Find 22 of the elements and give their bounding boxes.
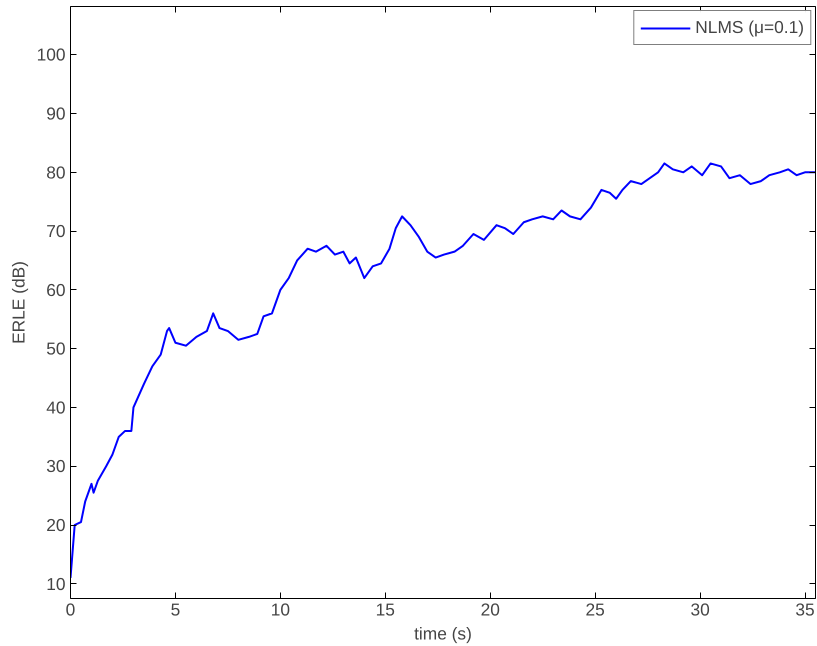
y-tick-label: 30 [46,456,66,476]
y-tick-label: 70 [46,221,66,242]
legend-label: NLMS (μ=0.1) [695,17,804,38]
x-tick-label: 15 [376,600,395,620]
x-axis-title: time (s) [414,624,472,644]
y-tick-label: 50 [46,338,66,359]
y-tick-label: 20 [46,515,66,536]
x-tick-label: 25 [586,600,605,620]
x-tick-label: 5 [170,600,180,620]
x-tick-label: 0 [66,600,76,620]
y-axis-title: ERLE (dB) [8,261,29,344]
y-tick-label: 100 [36,44,66,65]
x-tick-label: 30 [690,600,710,620]
x-tick-label: 10 [270,600,290,620]
y-tick-label: 40 [46,397,66,418]
x-tick-label: 20 [480,600,500,620]
y-tick-label: 60 [46,280,66,300]
y-tick-label: 80 [46,162,66,182]
y-tick-label: 90 [46,103,66,124]
x-tick-label: 35 [795,600,815,620]
y-tick-label: 10 [46,574,66,594]
line-series [70,162,816,579]
